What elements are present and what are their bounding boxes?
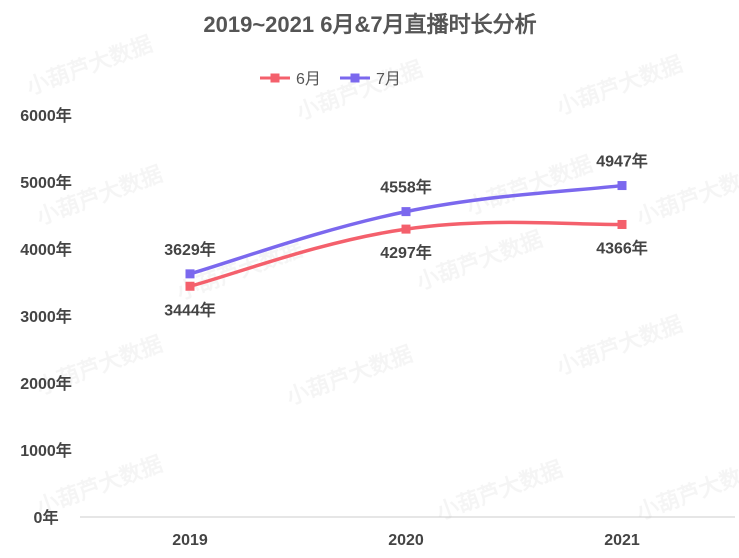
data-labels: 3444年 4297年 4366年 3629年 4558年 4947年 bbox=[164, 152, 648, 320]
watermark-text: 小葫芦大数据 bbox=[413, 226, 546, 296]
data-label: 4947年 bbox=[596, 152, 648, 171]
x-tick-label: 2020 bbox=[388, 532, 424, 549]
y-tick-label: 6000年 bbox=[20, 106, 72, 125]
watermark-text: 小葫芦大数据 bbox=[23, 31, 156, 101]
y-tick-label: 1000年 bbox=[20, 441, 72, 460]
y-tick-label: 5000年 bbox=[20, 173, 72, 192]
legend-label[interactable]: 6月 bbox=[296, 71, 321, 88]
watermark-text: 小葫芦大数据 bbox=[283, 341, 416, 411]
watermark-text: 小葫芦大数据 bbox=[633, 161, 739, 231]
y-tick-label: 0年 bbox=[34, 508, 59, 527]
chart-title: 2019~2021 6月&7月直播时长分析 bbox=[203, 12, 536, 37]
data-label: 4297年 bbox=[380, 243, 432, 262]
legend-label[interactable]: 7月 bbox=[376, 71, 401, 88]
watermark-text: 小葫芦大数据 bbox=[433, 456, 566, 526]
watermark-text: 小葫芦大数据 bbox=[463, 151, 596, 221]
x-tick-label: 2021 bbox=[604, 532, 640, 549]
data-label: 3629年 bbox=[164, 240, 216, 259]
data-point-marker bbox=[401, 207, 411, 217]
watermark-text: 小葫芦大数据 bbox=[633, 456, 739, 526]
y-tick-label: 3000年 bbox=[20, 307, 72, 326]
y-tick-label: 4000年 bbox=[20, 240, 72, 259]
watermark-text: 小葫芦大数据 bbox=[553, 51, 686, 121]
legend: 6月 7月 bbox=[260, 71, 401, 88]
watermark-layer: 小葫芦大数据小葫芦大数据小葫芦大数据小葫芦大数据小葫芦大数据小葫芦大数据小葫芦大… bbox=[23, 31, 739, 526]
data-point-marker bbox=[185, 281, 195, 291]
watermark-text: 小葫芦大数据 bbox=[293, 56, 426, 126]
y-tick-label: 2000年 bbox=[20, 374, 72, 393]
watermark-text: 小葫芦大数据 bbox=[33, 161, 166, 231]
data-point-marker bbox=[185, 269, 195, 279]
data-label: 3444年 bbox=[164, 300, 216, 319]
data-label: 4366年 bbox=[596, 238, 648, 257]
x-tick-label: 2019 bbox=[172, 532, 208, 549]
data-point-marker bbox=[617, 181, 627, 191]
data-point-marker bbox=[401, 224, 411, 234]
y-axis: 0年 1000年 2000年 3000年 4000年 5000年 6000年 bbox=[20, 106, 72, 527]
watermark-text: 小葫芦大数据 bbox=[553, 311, 686, 381]
x-axis: 2019 2020 2021 bbox=[80, 516, 735, 549]
data-label: 4558年 bbox=[380, 178, 432, 197]
legend-marker bbox=[350, 73, 360, 83]
data-point-marker bbox=[617, 219, 627, 229]
legend-marker bbox=[270, 73, 280, 83]
series-layer bbox=[185, 181, 627, 291]
